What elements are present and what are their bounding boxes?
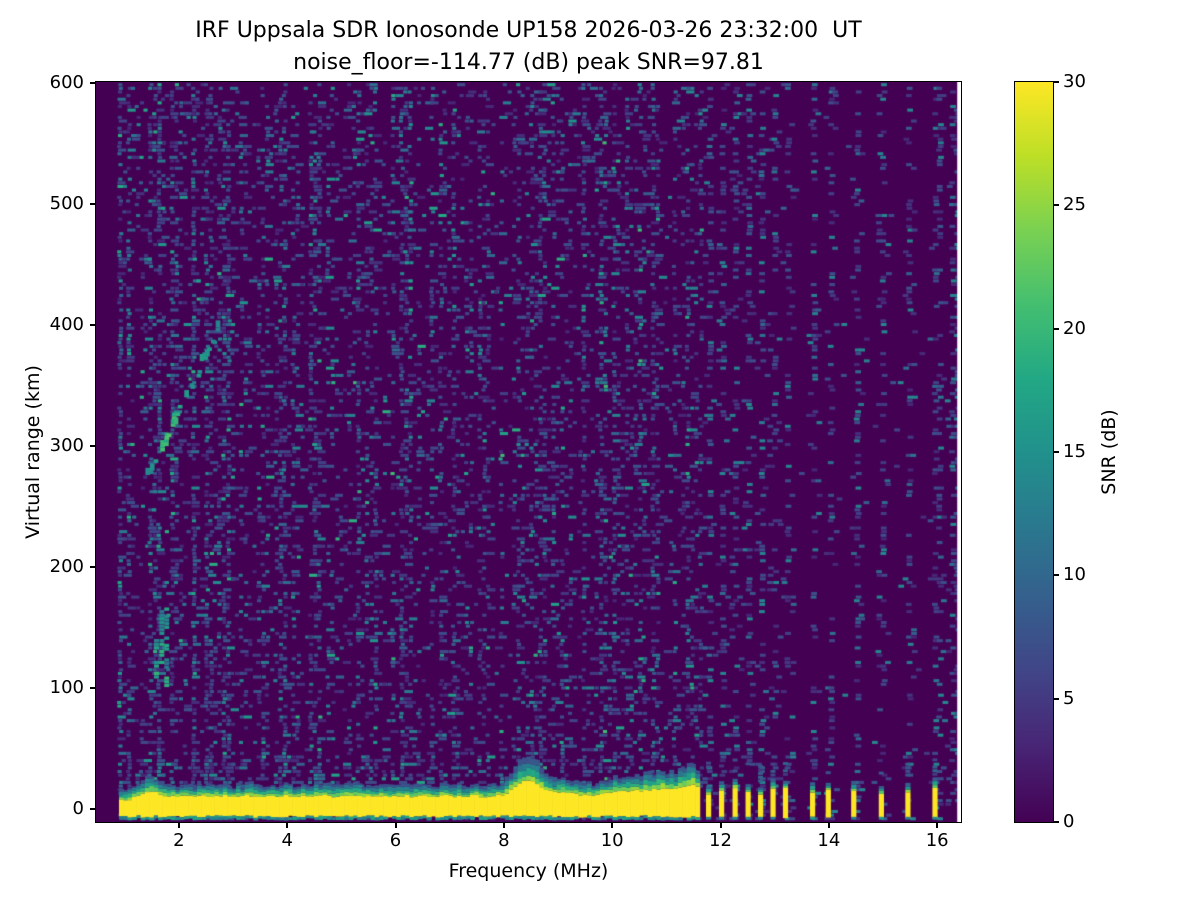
- x-tick-mark: [394, 823, 397, 828]
- colorbar-gradient: [1015, 82, 1053, 822]
- ionogram-heatmap-canvas: [96, 82, 961, 822]
- chart-subtitle: noise_floor=-114.77 (dB) peak SNR=97.81: [293, 50, 764, 75]
- x-tick-mark: [719, 823, 722, 828]
- x-tick-mark: [936, 823, 939, 828]
- x-tick-mark: [827, 823, 830, 828]
- x-tick-label: 10: [600, 830, 624, 851]
- colorbar-label: SNR (dB): [1098, 409, 1120, 495]
- y-tick-label: 200: [49, 556, 84, 578]
- y-tick-mark: [90, 323, 95, 326]
- y-tick-label: 500: [49, 192, 84, 214]
- colorbar-tick-label: 0: [1063, 811, 1075, 832]
- x-axis-label: Frequency (MHz): [448, 860, 609, 882]
- y-tick-mark: [90, 566, 95, 569]
- x-tick-mark: [286, 823, 289, 828]
- y-tick-label: 300: [49, 435, 84, 456]
- y-tick-mark: [90, 81, 95, 84]
- colorbar-tick-label: 10: [1063, 564, 1086, 586]
- colorbar-tick-mark: [1054, 327, 1059, 330]
- colorbar-tick-mark: [1054, 451, 1059, 453]
- y-tick-label: 100: [49, 677, 84, 699]
- colorbar-tick-mark: [1054, 204, 1059, 207]
- chart-title: IRF Uppsala SDR Ionosonde UP158 2026-03-…: [195, 18, 862, 43]
- x-tick-label: 16: [925, 830, 949, 851]
- x-tick-label: 6: [389, 830, 402, 851]
- x-tick-label: 8: [498, 830, 510, 851]
- y-tick-mark: [90, 687, 95, 690]
- colorbar-tick-label: 5: [1063, 687, 1075, 709]
- x-tick-label: 4: [281, 830, 293, 851]
- y-tick-mark: [90, 202, 95, 205]
- colorbar-tick-mark: [1054, 697, 1059, 700]
- x-tick-mark: [502, 823, 505, 828]
- x-tick-mark: [177, 823, 180, 828]
- x-tick-label: 2: [173, 830, 185, 851]
- y-tick-label: 400: [49, 313, 84, 335]
- colorbar-tick-mark: [1054, 574, 1059, 577]
- colorbar-tick-mark: [1054, 81, 1059, 83]
- colorbar-tick-label: 15: [1063, 441, 1086, 462]
- y-tick-mark: [90, 808, 95, 811]
- y-axis-label: Virtual range (km): [22, 365, 44, 539]
- y-tick-label: 0: [72, 798, 84, 820]
- colorbar-tick-label: 30: [1063, 71, 1086, 92]
- x-tick-label: 14: [817, 830, 841, 851]
- y-tick-mark: [90, 445, 95, 447]
- x-tick-mark: [611, 823, 614, 828]
- colorbar-tick-label: 25: [1063, 194, 1086, 216]
- colorbar-tick-label: 20: [1063, 317, 1086, 339]
- y-tick-label: 600: [49, 71, 84, 93]
- colorbar-tick-mark: [1054, 821, 1059, 823]
- x-tick-label: 12: [709, 830, 732, 851]
